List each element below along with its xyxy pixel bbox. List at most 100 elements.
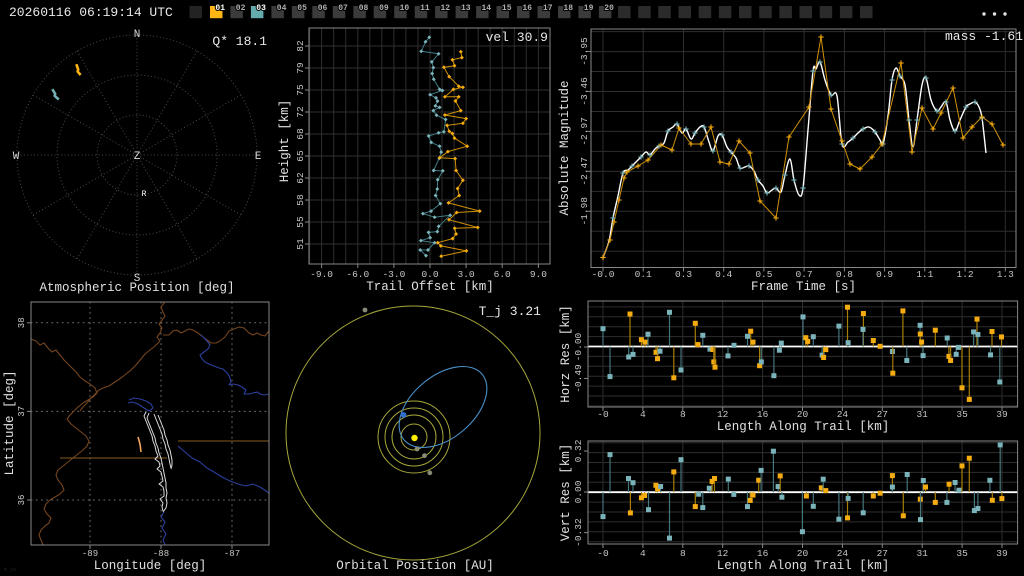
svg-text:01: 01: [215, 4, 225, 13]
svg-text:24: 24: [837, 548, 849, 559]
svg-text:Frame Time [s]: Frame Time [s]: [751, 280, 856, 294]
svg-text:37: 37: [17, 406, 27, 417]
svg-text:-0.49: -0.49: [573, 364, 584, 393]
svg-text:20: 20: [797, 548, 809, 559]
svg-text:12: 12: [440, 4, 450, 13]
svg-text:-89: -89: [82, 549, 98, 559]
svg-text:18: 18: [563, 4, 573, 13]
svg-text:N: N: [134, 29, 141, 41]
svg-text:Z: Z: [134, 151, 141, 163]
svg-text:17: 17: [543, 4, 553, 13]
svg-text:0.9: 0.9: [876, 269, 893, 280]
svg-text:-3.0: -3.0: [382, 269, 405, 280]
svg-text:-0.00: -0.00: [573, 332, 584, 361]
svg-text:62: 62: [295, 172, 306, 184]
svg-text:02: 02: [236, 4, 246, 13]
svg-text:Horz Res [km]: Horz Res [km]: [559, 305, 573, 403]
svg-text:mass -1.61: mass -1.61: [945, 29, 1023, 44]
svg-text:35: 35: [956, 409, 968, 420]
svg-text:-1.98: -1.98: [579, 197, 590, 226]
svg-text:1.1: 1.1: [916, 269, 933, 280]
svg-text:6.0: 6.0: [494, 269, 511, 280]
svg-text:16: 16: [757, 548, 769, 559]
svg-text:19: 19: [584, 4, 594, 13]
svg-text:Length Along Trail [km]: Length Along Trail [km]: [717, 420, 890, 434]
svg-text:Atmospheric Position [deg]: Atmospheric Position [deg]: [39, 281, 234, 295]
svg-text:-0: -0: [597, 409, 609, 420]
svg-text:0.4: 0.4: [715, 269, 732, 280]
svg-text:Absolute Magnitude: Absolute Magnitude: [558, 80, 572, 215]
svg-text:9.0: 9.0: [530, 269, 547, 280]
svg-text:39: 39: [996, 548, 1008, 559]
svg-text:0.1: 0.1: [635, 269, 652, 280]
svg-text:-2.47: -2.47: [579, 157, 590, 186]
svg-text:m jw: m jw: [4, 567, 16, 573]
svg-text:39: 39: [996, 409, 1008, 420]
svg-text:vel 30.9: vel 30.9: [486, 30, 548, 45]
svg-text:8: 8: [680, 548, 686, 559]
svg-text:11: 11: [420, 4, 430, 13]
svg-text:-9.0: -9.0: [310, 269, 333, 280]
svg-text:0.0: 0.0: [421, 269, 438, 280]
svg-text:15: 15: [502, 4, 512, 13]
svg-text:72: 72: [295, 106, 306, 118]
svg-text:55: 55: [295, 216, 306, 228]
svg-text:0.3: 0.3: [675, 269, 692, 280]
svg-text:35: 35: [956, 548, 968, 559]
svg-text:12: 12: [717, 548, 729, 559]
svg-text:06: 06: [318, 4, 328, 13]
svg-text:08: 08: [359, 4, 369, 13]
svg-text:16: 16: [757, 409, 769, 420]
svg-text:0.5: 0.5: [755, 269, 772, 280]
svg-text:S: S: [134, 273, 141, 285]
svg-text:13: 13: [461, 4, 471, 13]
svg-text:65: 65: [295, 150, 306, 162]
svg-text:04: 04: [277, 4, 287, 13]
svg-text:1.2: 1.2: [957, 269, 974, 280]
svg-text:-0.32: -0.32: [573, 518, 584, 547]
svg-text:51: 51: [295, 238, 306, 250]
svg-text:24: 24: [837, 409, 849, 420]
svg-text:Length Along Trail [km]: Length Along Trail [km]: [717, 559, 890, 573]
svg-text:03: 03: [256, 4, 266, 13]
svg-text:Q* 18.1: Q* 18.1: [212, 34, 267, 49]
svg-text:-88: -88: [153, 549, 169, 559]
svg-text:Longitude [deg]: Longitude [deg]: [94, 559, 207, 573]
svg-text:07: 07: [338, 4, 348, 13]
svg-text:4: 4: [640, 548, 646, 559]
svg-text:27: 27: [877, 548, 888, 559]
svg-text:31: 31: [916, 409, 928, 420]
svg-text:20: 20: [797, 409, 809, 420]
svg-text:8: 8: [680, 409, 686, 420]
svg-text:T_j 3.21: T_j 3.21: [479, 304, 542, 319]
svg-text:09: 09: [379, 4, 389, 13]
svg-text:05: 05: [297, 4, 307, 13]
svg-text:W: W: [13, 151, 20, 163]
svg-text:Orbital Position [AU]: Orbital Position [AU]: [336, 559, 494, 573]
svg-text:0.7: 0.7: [796, 269, 813, 280]
svg-text:E: E: [255, 151, 262, 163]
svg-text:-0.0: -0.0: [592, 269, 615, 280]
svg-text:-87: -87: [224, 549, 240, 559]
svg-text:R: R: [142, 190, 147, 199]
svg-text:Vert Res [km]: Vert Res [km]: [559, 444, 573, 542]
svg-text:Latitude [deg]: Latitude [deg]: [3, 370, 17, 475]
svg-text:-3.95: -3.95: [579, 37, 590, 66]
svg-text:Height [km]: Height [km]: [278, 100, 292, 183]
svg-text:4: 4: [640, 409, 646, 420]
svg-text:38: 38: [17, 317, 27, 328]
svg-text:-2.97: -2.97: [579, 117, 590, 146]
svg-text:82: 82: [295, 40, 306, 52]
svg-text:-0: -0: [597, 548, 609, 559]
svg-text:14: 14: [481, 4, 491, 13]
svg-text:68: 68: [295, 128, 306, 140]
svg-text:27: 27: [877, 409, 888, 420]
svg-text:1.3: 1.3: [997, 269, 1014, 280]
svg-text:31: 31: [916, 548, 928, 559]
svg-text:3.0: 3.0: [458, 269, 475, 280]
svg-text:-3.46: -3.46: [579, 77, 590, 106]
svg-text:16: 16: [522, 4, 532, 13]
svg-text:10: 10: [400, 4, 410, 13]
svg-text:-6.0: -6.0: [346, 269, 369, 280]
svg-text:12: 12: [717, 409, 729, 420]
